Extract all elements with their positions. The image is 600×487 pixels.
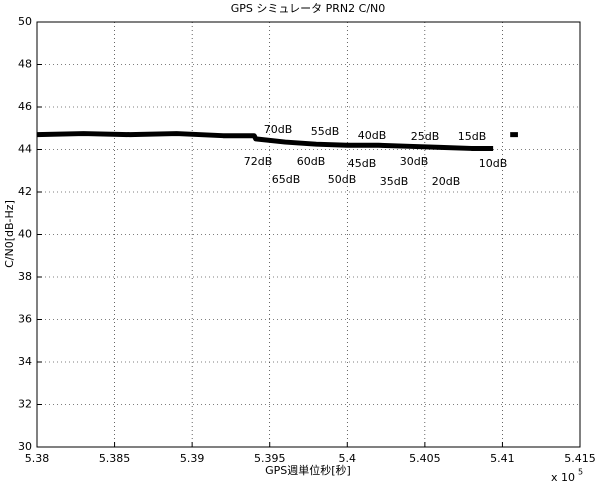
- annotation: 70dB: [264, 123, 293, 136]
- annotation: 55dB: [311, 125, 340, 138]
- plot-area: [36, 21, 581, 448]
- x-multiplier: x 10: [551, 471, 575, 484]
- annotation: 72dB: [244, 155, 273, 168]
- x-tick-label: 5.415: [564, 452, 596, 465]
- y-tick-label: 34: [18, 355, 32, 368]
- y-tick-label: 48: [18, 58, 32, 71]
- annotation: 10dB: [479, 157, 508, 170]
- y-axis-label: C/N0[dB-Hz]: [3, 200, 16, 268]
- x-tick-label: 5.38: [25, 452, 50, 465]
- annotation: 45dB: [348, 157, 377, 170]
- x-exponent: 5: [578, 468, 583, 477]
- x-tick-label: 5.395: [254, 452, 286, 465]
- y-tick-label: 44: [18, 143, 32, 156]
- x-axis-label: GPS週単位秒[秒]: [265, 463, 351, 477]
- annotation: 65dB: [272, 173, 301, 186]
- y-tick-label: 40: [18, 228, 32, 241]
- x-tick-label: 5.39: [180, 452, 205, 465]
- y-tick-label: 36: [18, 313, 32, 326]
- y-tick-label: 32: [18, 398, 32, 411]
- y-tick-label: 46: [18, 100, 32, 113]
- y-tick-label: 50: [18, 15, 32, 28]
- data-line: [36, 131, 518, 151]
- chart-title: GPS シミュレータ PRN2 C/N0: [231, 2, 386, 15]
- x-tick-label: 5.405: [409, 452, 441, 465]
- x-tick-label: 5.4: [339, 452, 357, 465]
- annotation: 60dB: [297, 155, 326, 168]
- x-tick-label: 5.41: [490, 452, 515, 465]
- annotation: 25dB: [411, 130, 440, 143]
- annotation: 15dB: [458, 130, 487, 143]
- annotation: 40dB: [358, 129, 387, 142]
- y-tick-label: 30: [18, 440, 32, 453]
- x-tick-label: 5.385: [99, 452, 131, 465]
- y-tick-label: 42: [18, 185, 32, 198]
- annotation: 30dB: [400, 155, 429, 168]
- annotation: 20dB: [432, 175, 461, 188]
- annotation: 35dB: [380, 175, 409, 188]
- y-tick-label: 38: [18, 270, 32, 283]
- annotation: 50dB: [328, 173, 357, 186]
